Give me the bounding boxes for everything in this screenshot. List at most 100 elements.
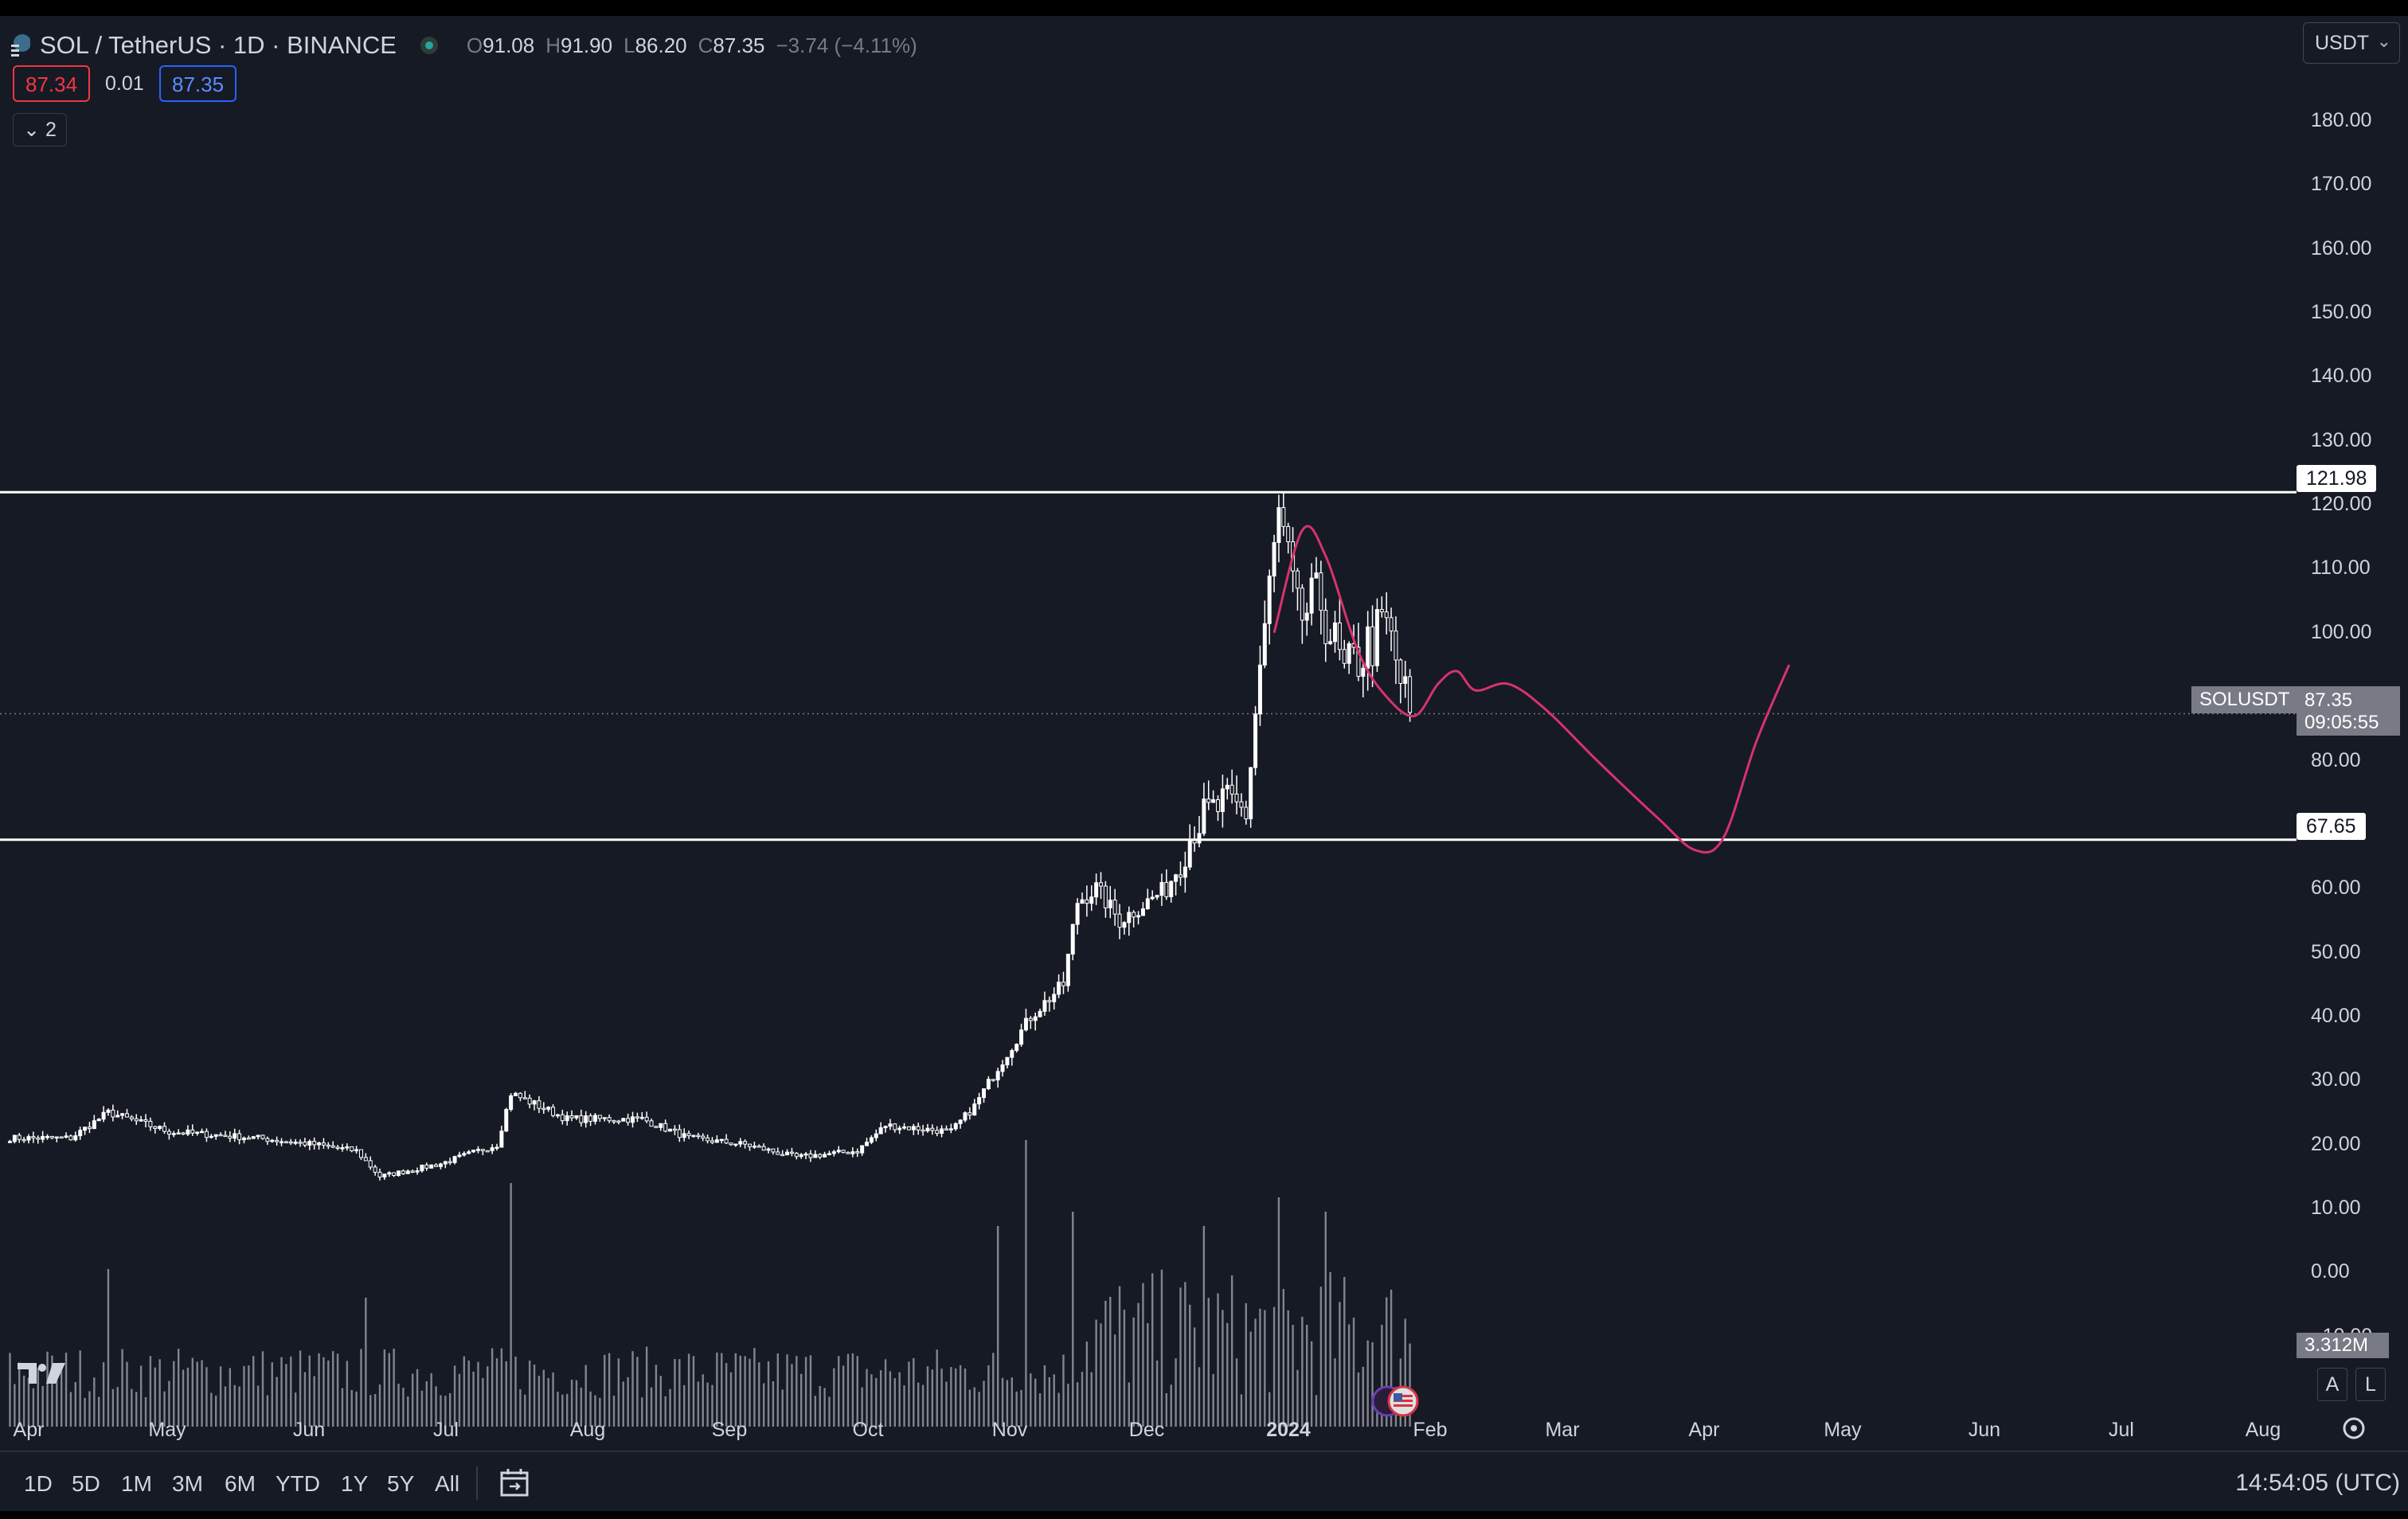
volume-bar [365,1298,367,1427]
range-1y-button[interactable]: 1Y [341,1471,369,1496]
volume-bar [177,1349,180,1427]
volume-bar [791,1364,793,1427]
candle-body [874,1133,878,1138]
candle-body [176,1132,181,1135]
market-status-icon[interactable] [420,37,438,54]
volume-bar [308,1355,311,1427]
candle-body [1374,609,1379,666]
candle-body [1347,643,1351,664]
volume-bar [711,1384,713,1427]
volume-bar [411,1373,414,1427]
candle-body [321,1142,326,1146]
candle-body [1075,903,1080,925]
volume-bar [1334,1358,1336,1427]
candle-body [420,1164,424,1172]
candle-body [45,1135,50,1138]
volume-bar [51,1355,53,1427]
candle-body [382,1173,387,1177]
candle-body [129,1116,134,1119]
volume-bar [1020,1389,1022,1427]
volume-bar [1404,1318,1406,1427]
candle-body [710,1140,714,1143]
volume-bar [402,1388,405,1427]
candle-body [1178,874,1182,878]
tradingview-logo-icon[interactable] [18,1360,68,1387]
candle-body [209,1135,213,1138]
range-1d-button[interactable]: 1D [24,1471,53,1496]
candle-body [17,1134,22,1140]
range-5y-button[interactable]: 5Y [387,1471,415,1496]
time-axis-label: Mar [1545,1419,1580,1441]
volume-bar [950,1367,952,1427]
volume-bar [373,1394,377,1427]
range-1m-button[interactable]: 1M [121,1471,152,1496]
candle-body [303,1142,307,1146]
volume-bar [996,1226,999,1427]
candle-body [1295,570,1300,589]
candle-body [546,1107,551,1110]
price-axis-label: 110.00 [2311,556,2371,580]
candle-body [1127,912,1132,924]
volume-bar [833,1368,835,1427]
candle-body [1174,874,1179,882]
indicators-toggle[interactable]: ⌄ 2 [13,113,67,146]
candle-body [78,1130,83,1137]
candle-body [925,1127,930,1131]
calendar-goto-icon[interactable] [498,1466,530,1498]
volume-bar [299,1350,302,1427]
bar-countdown: 09:05:55 [2304,712,2379,733]
chart-canvas[interactable] [0,16,2408,1451]
range-3m-button[interactable]: 3M [172,1471,203,1496]
volume-bar [327,1360,330,1427]
price-axis-label: 100.00 [2311,620,2372,643]
candle-body [1089,896,1094,904]
symbol-title[interactable]: SOL / TetherUS · 1D · BINANCE [40,31,397,59]
candle-body [682,1133,686,1138]
candle-body [574,1115,579,1119]
volume-bar [1128,1382,1130,1427]
us-flag-event-icon[interactable] [1371,1384,1422,1419]
range-6m-button[interactable]: 6M [225,1471,256,1496]
volume-bar [1057,1392,1060,1427]
candle-body [1000,1064,1005,1072]
volume-bar [1085,1341,1089,1427]
candle-body [1225,784,1229,790]
volume-bar [1034,1378,1037,1427]
sell-price-button[interactable]: 87.34 [13,65,91,102]
volume-bar [355,1391,358,1427]
range-all-button[interactable]: All [435,1471,460,1496]
candle-body [888,1123,893,1127]
candle-body [1202,799,1206,834]
candle-body [1122,922,1127,928]
range-5d-button[interactable]: 5D [72,1471,100,1496]
auto-scale-button[interactable]: A [2317,1368,2347,1401]
currency-selector[interactable]: USDT ⌄ [2303,22,2400,64]
volume-bar [669,1388,671,1427]
candle-body [1182,866,1187,878]
volume-bar [453,1365,456,1427]
candle-body [836,1150,841,1153]
candle-body [729,1142,733,1146]
candle-body [803,1153,808,1156]
candle-body [312,1141,317,1146]
gear-icon[interactable] [2340,1414,2368,1443]
chevron-down-icon: ⌄ [23,119,41,141]
log-scale-button[interactable]: L [2355,1368,2386,1401]
buy-price-button[interactable]: 87.35 [159,65,237,102]
volume-tag: 3.312M [2297,1333,2389,1358]
volume-bar [1081,1372,1084,1427]
volume-bar [238,1386,240,1427]
volume-bar [889,1371,892,1427]
candle-body [1300,588,1304,621]
utc-clock[interactable]: 14:54:05 (UTC) [2235,1470,2400,1496]
candle-body [1150,896,1155,900]
candle-body [350,1146,354,1152]
volume-bar [1240,1394,1243,1427]
candle-body [373,1166,377,1173]
candle-body [1080,899,1085,904]
volume-bar [1296,1369,1299,1427]
candle-body [317,1142,322,1146]
range-ytd-button[interactable]: YTD [276,1471,320,1496]
candle-body [1211,799,1216,803]
volume-bar [173,1361,175,1427]
